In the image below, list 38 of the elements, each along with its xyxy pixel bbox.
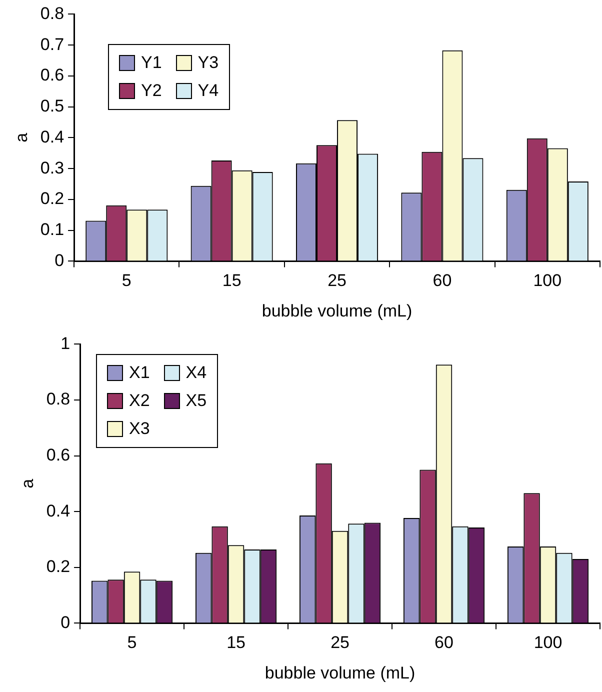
- legend-label: Y4: [198, 81, 219, 101]
- y-tick-label: 0.4: [40, 127, 64, 146]
- x-axis-title: bubble volume (mL): [262, 301, 412, 320]
- x-tick-label: 5: [122, 271, 132, 290]
- x-tick-label: 60: [434, 633, 454, 652]
- x-tick-label: 100: [533, 271, 562, 290]
- legend-label: X5: [186, 391, 207, 411]
- y-tick-label: 0: [60, 612, 70, 632]
- y-tick-label: 0.4: [46, 501, 70, 520]
- y-tick-label: 0.6: [46, 445, 70, 464]
- legend-label: X1: [129, 363, 150, 383]
- x-axis-title: bubble volume (mL): [264, 663, 416, 682]
- legend-label: X2: [129, 391, 150, 411]
- legend-label: Y1: [141, 53, 162, 73]
- x-tick-label: 25: [330, 633, 350, 652]
- y-tick-label: 0: [54, 250, 64, 270]
- x-tick-label: 15: [222, 271, 242, 290]
- y-axis-title: a: [18, 478, 37, 488]
- x-tick-label: 5: [127, 633, 137, 652]
- legend-label: Y2: [141, 81, 162, 101]
- y-tick-label: 0.7: [40, 34, 64, 54]
- y-axis-title: a: [12, 132, 31, 142]
- y-tick-label: 0.2: [46, 557, 70, 576]
- x-tick-label: 25: [328, 271, 346, 290]
- y-tick-label: 0.8: [46, 390, 70, 409]
- y-tick-label: 0.8: [40, 4, 64, 23]
- legend-label: Y3: [198, 53, 219, 73]
- x-tick-label: 60: [432, 271, 452, 290]
- x-tick-label: 100: [534, 633, 562, 652]
- legend-label: X3: [129, 419, 150, 439]
- x-tick-label: 15: [226, 633, 246, 652]
- y-tick-label: 1: [60, 334, 70, 353]
- y-tick-label: 0.2: [40, 189, 64, 208]
- y-tick-label: 0.1: [40, 220, 64, 240]
- y-tick-label: 0.6: [40, 66, 64, 85]
- legend-label: X4: [186, 363, 207, 383]
- y-tick-label: 0.3: [40, 158, 64, 178]
- y-tick-label: 0.5: [40, 96, 64, 116]
